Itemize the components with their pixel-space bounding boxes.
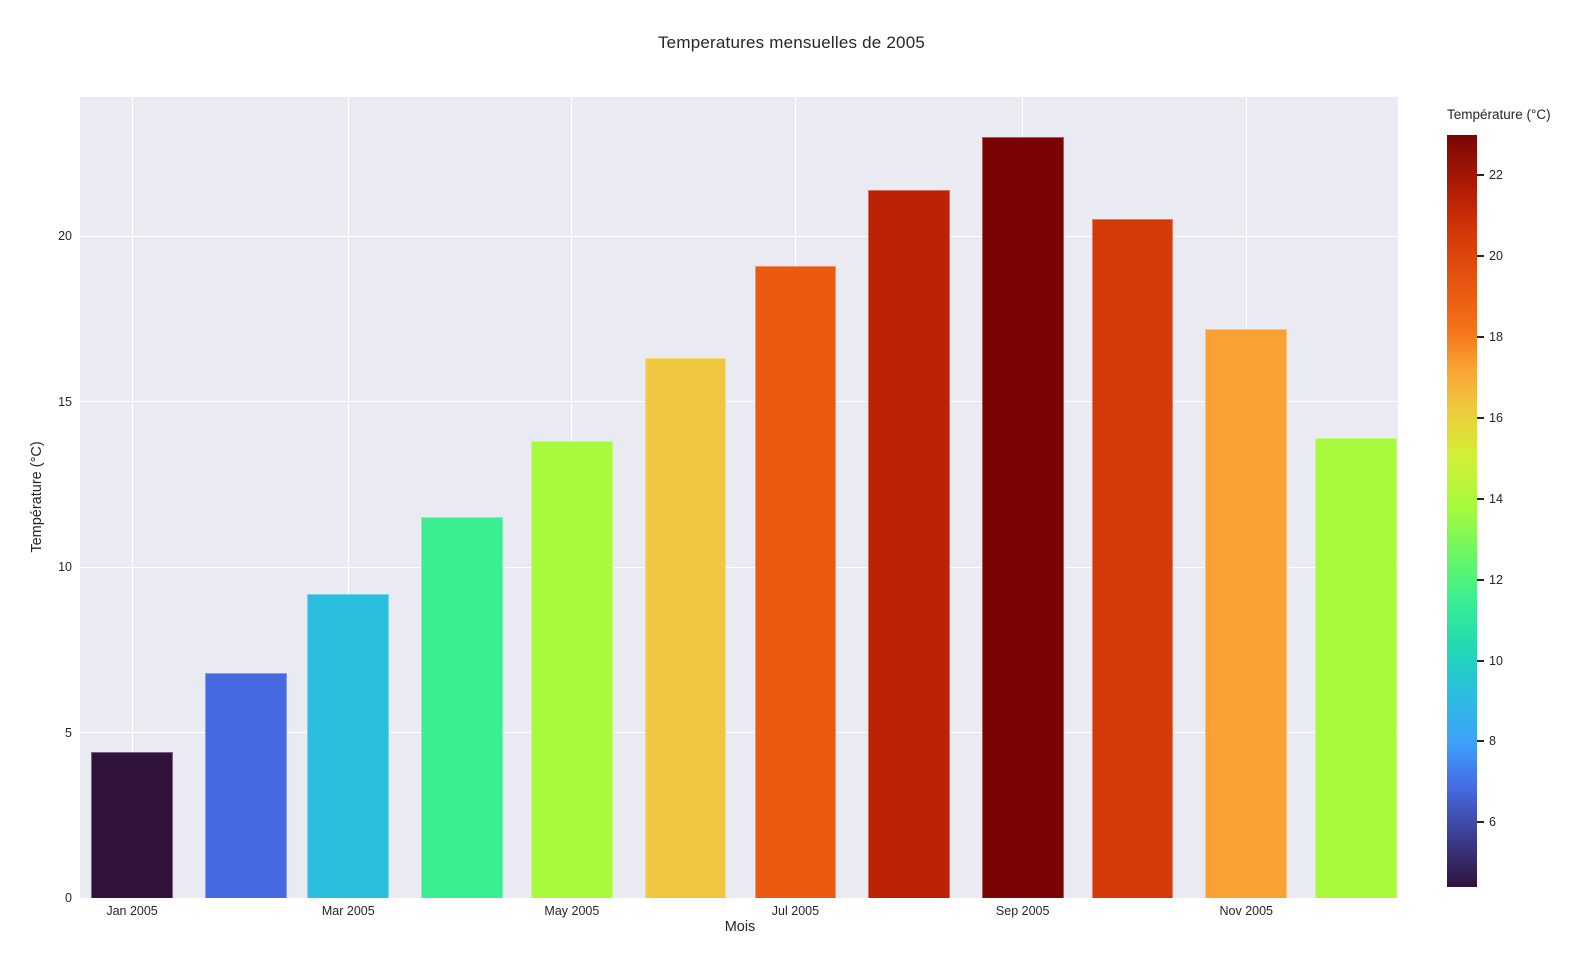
bar-may-2005 xyxy=(531,441,613,898)
bar-nov-2005 xyxy=(1205,328,1288,898)
x-tick-label: Mar 2005 xyxy=(321,904,375,918)
gridline-horizontal xyxy=(80,897,1398,899)
y-tick-label: 10 xyxy=(58,560,72,574)
colorbar-tick-mark xyxy=(1477,740,1484,743)
gridline-vertical xyxy=(131,97,133,898)
colorbar-tick-mark xyxy=(1477,578,1484,581)
chart-title: Temperatures mensuelles de 2005 xyxy=(657,33,926,52)
colorbar-gradient xyxy=(1447,135,1477,887)
bar-aug-2005 xyxy=(868,189,950,898)
colorbar-tick-label: 16 xyxy=(1489,411,1503,425)
colorbar-tick-label: 8 xyxy=(1489,734,1496,749)
colorbar-tick-label: 12 xyxy=(1489,572,1503,587)
x-tick-label: Jul 2005 xyxy=(771,904,820,918)
bar-dec-2005 xyxy=(1315,437,1398,898)
bar-jul-2005 xyxy=(754,265,837,898)
gridline-vertical xyxy=(347,97,349,898)
y-tick-label: 20 xyxy=(58,229,72,244)
gridline-horizontal xyxy=(80,401,1398,402)
bar-sep-2005 xyxy=(981,136,1064,898)
y-tick-label: 0 xyxy=(65,891,72,905)
colorbar-tick-mark xyxy=(1477,659,1484,662)
bar-feb-2005 xyxy=(204,672,287,898)
colorbar-tick-label: 20 xyxy=(1489,249,1503,264)
colorbar-tick-label: 10 xyxy=(1489,653,1503,668)
colorbar-tick-label: 22 xyxy=(1489,168,1503,183)
colorbar-tick-label: 6 xyxy=(1489,815,1496,830)
plot-area xyxy=(80,97,1398,899)
x-tick-label: Sep 2005 xyxy=(995,904,1050,918)
bar-apr-2005 xyxy=(421,517,503,898)
gridline-horizontal xyxy=(80,732,1398,733)
colorbar-tick-mark xyxy=(1477,174,1484,177)
colorbar-tick-label: 18 xyxy=(1489,330,1503,345)
gridline-horizontal xyxy=(80,566,1398,568)
y-tick-label: 15 xyxy=(58,394,72,409)
colorbar-title: Température (°C) xyxy=(1447,107,1551,122)
y-axis-title: Température (°C) xyxy=(29,441,45,553)
gridline-horizontal xyxy=(80,235,1398,237)
colorbar-tick-label: 14 xyxy=(1489,491,1503,506)
x-tick-label: Jan 2005 xyxy=(106,904,158,918)
bar-jan-2005 xyxy=(91,752,173,898)
colorbar-tick-mark xyxy=(1477,821,1484,824)
colorbar-tick-mark xyxy=(1477,497,1484,500)
bar-oct-2005 xyxy=(1091,219,1174,898)
x-tick-label: May 2005 xyxy=(544,904,600,918)
bar-mar-2005 xyxy=(307,593,390,898)
colorbar-tick-mark xyxy=(1477,255,1484,258)
colorbar-tick-mark xyxy=(1477,417,1484,419)
y-tick-label: 5 xyxy=(65,725,72,740)
x-tick-label: Nov 2005 xyxy=(1219,904,1274,918)
colorbar-tick-mark xyxy=(1477,336,1484,339)
x-axis-title: Mois xyxy=(724,919,756,935)
bar-jun-2005 xyxy=(644,358,727,898)
